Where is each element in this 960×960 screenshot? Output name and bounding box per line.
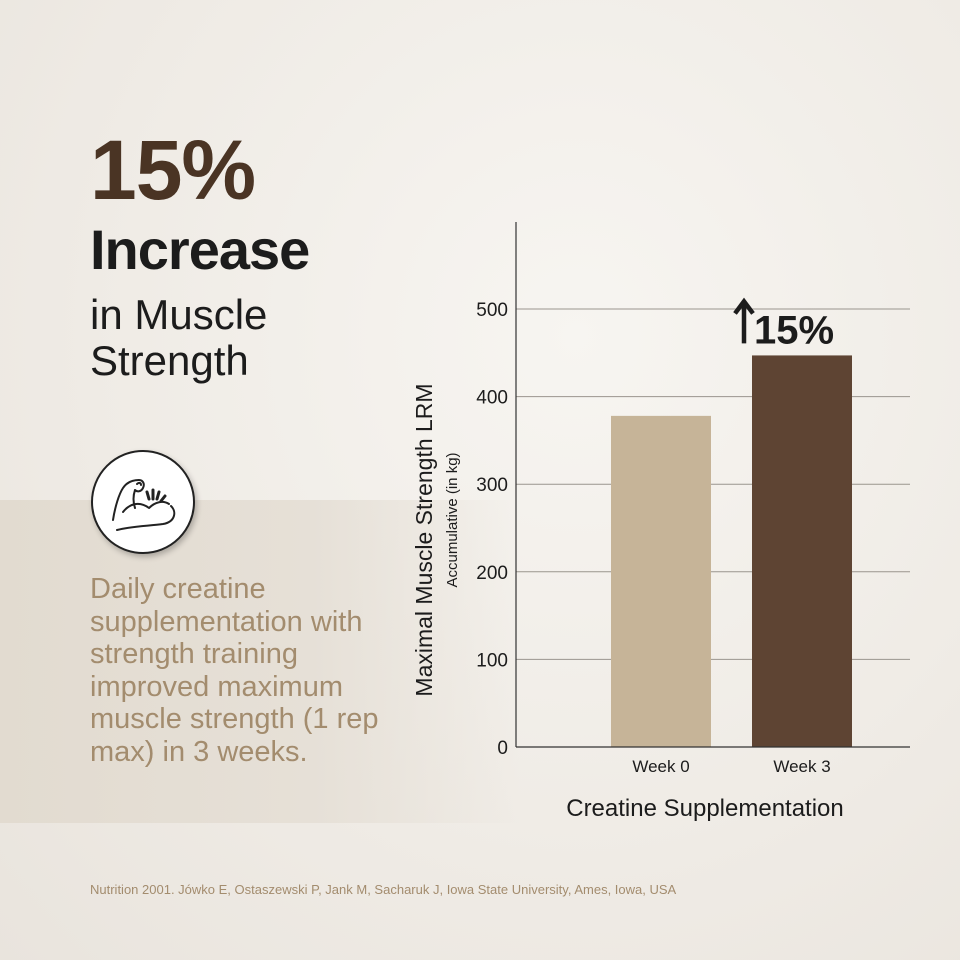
x-tick-label: Week 0 bbox=[632, 757, 689, 776]
x-tick-label: Week 3 bbox=[773, 757, 830, 776]
x-axis-title: Creatine Supplementation bbox=[566, 795, 844, 822]
description: Daily creatine supplementation with stre… bbox=[90, 573, 379, 768]
headline-percent: 15% bbox=[90, 123, 256, 217]
headline-increase: Increase bbox=[90, 218, 310, 281]
subtitle-line-1: in Muscle bbox=[90, 291, 268, 338]
y-tick-label: 100 bbox=[476, 650, 508, 671]
bar-week-3 bbox=[752, 355, 852, 747]
y-tick-label: 200 bbox=[476, 563, 508, 584]
increase-annotation: 15% bbox=[754, 308, 834, 352]
y-tick-label: 300 bbox=[476, 475, 508, 496]
y-tick-label: 400 bbox=[476, 388, 508, 409]
y-axis-title: Maximal Muscle Strength LRM bbox=[411, 383, 437, 696]
y-tick-label: 500 bbox=[476, 300, 508, 321]
y-tick-label: 0 bbox=[497, 738, 508, 759]
y-axis-subtitle: Accumulative (in kg) bbox=[444, 452, 461, 587]
background-band bbox=[0, 500, 520, 823]
arrow-up-icon bbox=[733, 297, 755, 344]
flexed-bicep-icon bbox=[91, 450, 195, 554]
headline-subtitle: in Muscle Strength bbox=[90, 292, 267, 384]
citation: Nutrition 2001. Jówko E, Ostaszewski P, … bbox=[90, 882, 677, 897]
subtitle-line-2: Strength bbox=[90, 337, 249, 384]
bar-week-0 bbox=[611, 415, 711, 747]
